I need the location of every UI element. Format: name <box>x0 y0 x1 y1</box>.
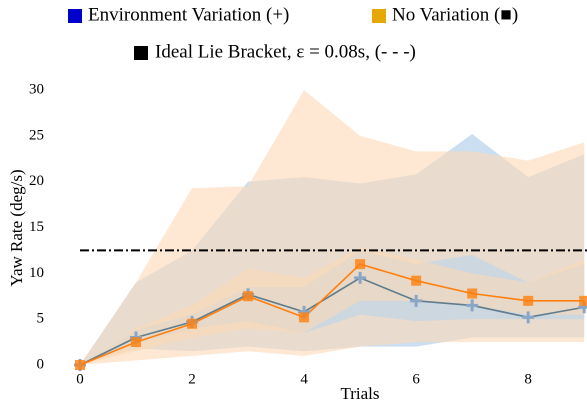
marker <box>355 259 366 270</box>
marker <box>131 337 142 348</box>
marker <box>579 295 587 306</box>
legend-label: Ideal Lie Bracket, ε = 0.08s, (- - -) <box>155 41 416 62</box>
legend-label: Environment Variation (+) <box>88 4 289 25</box>
marker <box>187 318 198 329</box>
x-axis-label: Trials <box>340 384 379 403</box>
legend-label: No Variation (■) <box>392 4 518 25</box>
y-tick-label: 15 <box>29 219 44 235</box>
marker <box>411 275 422 286</box>
y-tick-label: 20 <box>29 173 44 189</box>
y-tick-label: 5 <box>37 311 45 327</box>
marker <box>299 312 310 323</box>
x-tick-label: 4 <box>300 371 308 387</box>
marker <box>523 295 534 306</box>
legend-swatch <box>68 9 82 23</box>
x-tick-label: 0 <box>76 371 84 387</box>
marker <box>466 299 479 312</box>
mean-line <box>79 263 585 366</box>
marker <box>243 291 254 302</box>
x-tick-label: 2 <box>188 371 196 387</box>
x-tick-label: 6 <box>412 371 420 387</box>
y-tick-label: 30 <box>29 81 44 97</box>
y-tick-label: 10 <box>29 265 44 281</box>
legend-swatch <box>372 9 386 23</box>
marker <box>522 311 535 324</box>
marker <box>467 288 478 299</box>
confidence-band <box>80 247 585 365</box>
marker <box>75 360 85 370</box>
marker <box>354 271 367 284</box>
y-axis-label: Yaw Rate (deg/s) <box>7 169 26 286</box>
mean-line <box>79 277 585 366</box>
y-tick-label: 0 <box>37 356 45 372</box>
legend-swatch <box>134 46 148 60</box>
marker <box>410 294 423 307</box>
y-tick-label: 25 <box>29 127 44 143</box>
x-tick-label: 8 <box>524 371 532 387</box>
